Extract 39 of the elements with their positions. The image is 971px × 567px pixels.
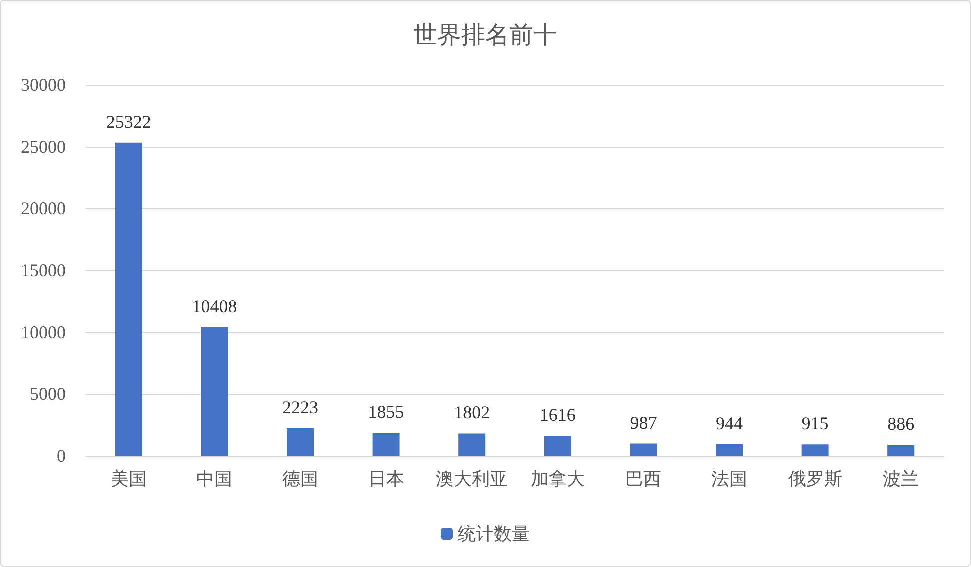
x-tick-label: 德国 — [282, 469, 318, 489]
x-tick-label: 中国 — [196, 469, 233, 489]
data-label: 1855 — [368, 402, 404, 422]
bar — [716, 444, 743, 456]
bar — [544, 436, 572, 456]
bar — [201, 327, 228, 456]
bar — [372, 433, 400, 456]
x-tick-label: 日本 — [368, 469, 404, 489]
bar — [458, 434, 486, 456]
y-tick-label: 20000 — [21, 198, 66, 219]
chart-title: 世界排名前十 — [414, 23, 558, 49]
data-label: 10408 — [192, 296, 238, 316]
bar — [802, 444, 829, 456]
y-tick-label: 5000 — [30, 384, 66, 404]
bar — [888, 445, 915, 456]
x-tick-label: 波兰 — [883, 469, 920, 489]
x-tick-label: 法国 — [712, 469, 748, 489]
y-tick-label: 0 — [57, 446, 66, 466]
x-tick-label: 俄罗斯 — [788, 469, 842, 489]
bar — [115, 142, 142, 456]
x-tick-label: 巴西 — [626, 469, 662, 489]
y-tick-label: 30000 — [21, 75, 66, 95]
x-tick-label: 澳大利亚 — [436, 469, 508, 489]
bar — [630, 444, 658, 456]
y-tick-label: 25000 — [21, 136, 66, 157]
data-label: 944 — [716, 413, 743, 434]
y-tick-label: 15000 — [21, 260, 66, 280]
bar — [287, 428, 314, 456]
data-label: 987 — [630, 412, 658, 433]
data-label: 915 — [802, 414, 829, 434]
data-label: 2223 — [282, 398, 318, 418]
legend-label: 统计数量 — [458, 524, 530, 544]
x-tick-label: 加拿大 — [530, 469, 585, 489]
data-label: 1616 — [540, 405, 576, 426]
data-label: 886 — [888, 414, 915, 434]
x-tick-label: 美国 — [110, 469, 147, 489]
y-tick-label: 10000 — [21, 322, 66, 342]
data-label: 25322 — [106, 112, 152, 132]
data-label: 1802 — [454, 402, 490, 423]
